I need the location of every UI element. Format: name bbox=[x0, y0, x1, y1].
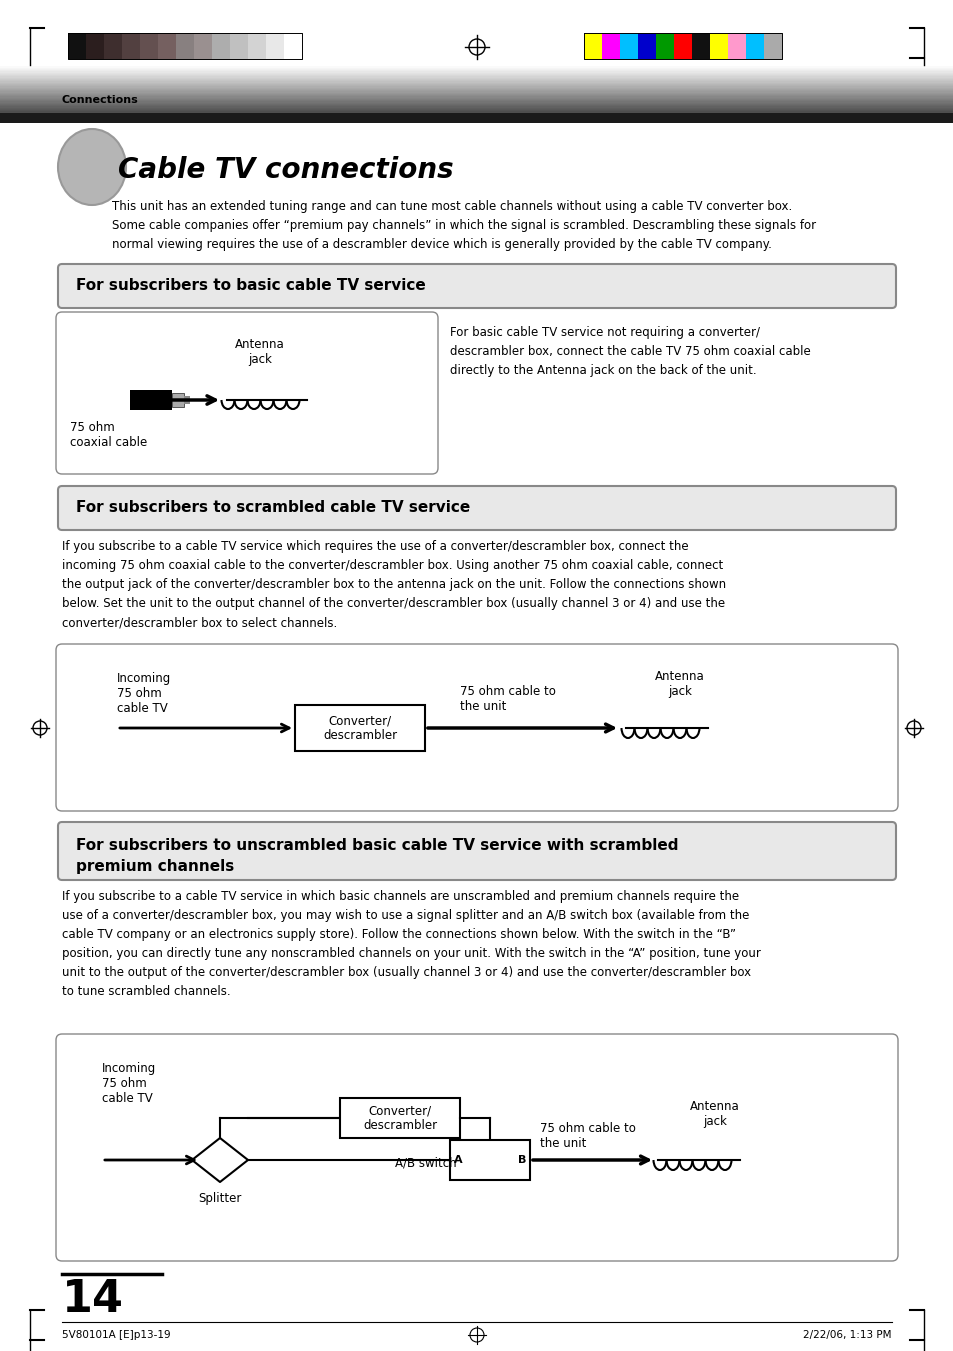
Text: A: A bbox=[454, 1155, 462, 1165]
Ellipse shape bbox=[58, 128, 126, 205]
Text: Converter/
descrambler: Converter/ descrambler bbox=[362, 1104, 436, 1132]
Text: This unit has an extended tuning range and can tune most cable channels without : This unit has an extended tuning range a… bbox=[112, 200, 815, 251]
Bar bbox=[68, 32, 86, 59]
Bar bbox=[230, 32, 248, 59]
Bar bbox=[0, 113, 953, 123]
Bar bbox=[175, 32, 193, 59]
Bar bbox=[104, 32, 122, 59]
FancyBboxPatch shape bbox=[58, 821, 895, 880]
Bar bbox=[266, 32, 284, 59]
Bar bbox=[709, 32, 727, 59]
Bar bbox=[86, 32, 104, 59]
Text: Splitter: Splitter bbox=[198, 1192, 241, 1205]
FancyBboxPatch shape bbox=[56, 1034, 897, 1260]
Bar bbox=[450, 1140, 530, 1179]
Text: 14: 14 bbox=[62, 1278, 124, 1321]
Text: If you subscribe to a cable TV service in which basic channels are unscrambled a: If you subscribe to a cable TV service i… bbox=[62, 890, 760, 998]
Text: For basic cable TV service not requiring a converter/
descrambler box, connect t: For basic cable TV service not requiring… bbox=[450, 326, 810, 377]
Text: Incoming
75 ohm
cable TV: Incoming 75 ohm cable TV bbox=[117, 671, 172, 715]
Bar bbox=[122, 32, 140, 59]
Text: Antenna
jack: Antenna jack bbox=[234, 338, 285, 366]
Text: Antenna
jack: Antenna jack bbox=[655, 670, 704, 698]
Text: 75 ohm cable to
the unit: 75 ohm cable to the unit bbox=[539, 1121, 636, 1150]
Bar bbox=[158, 32, 175, 59]
Text: A/B switch: A/B switch bbox=[395, 1156, 456, 1170]
Text: Cable TV connections: Cable TV connections bbox=[118, 155, 453, 184]
Text: For subscribers to unscrambled basic cable TV service with scrambled
premium cha: For subscribers to unscrambled basic cab… bbox=[76, 838, 678, 874]
FancyBboxPatch shape bbox=[56, 644, 897, 811]
Text: 5V80101A [E]p13-19: 5V80101A [E]p13-19 bbox=[62, 1329, 171, 1340]
Text: Antenna
jack: Antenna jack bbox=[689, 1100, 740, 1128]
Bar bbox=[248, 32, 266, 59]
Bar bbox=[691, 32, 709, 59]
Text: B: B bbox=[517, 1155, 526, 1165]
Text: 2/22/06, 1:13 PM: 2/22/06, 1:13 PM bbox=[802, 1329, 891, 1340]
Bar bbox=[184, 396, 190, 404]
Text: 75 ohm
coaxial cable: 75 ohm coaxial cable bbox=[70, 422, 147, 449]
Bar bbox=[727, 32, 745, 59]
Bar bbox=[763, 32, 781, 59]
Bar bbox=[130, 390, 172, 409]
Text: For subscribers to basic cable TV service: For subscribers to basic cable TV servic… bbox=[76, 278, 425, 293]
Bar bbox=[284, 32, 302, 59]
Bar bbox=[339, 1098, 459, 1138]
Bar bbox=[212, 32, 230, 59]
Bar bbox=[745, 32, 763, 59]
FancyBboxPatch shape bbox=[58, 263, 895, 308]
FancyBboxPatch shape bbox=[58, 486, 895, 530]
Text: For subscribers to scrambled cable TV service: For subscribers to scrambled cable TV se… bbox=[76, 500, 470, 516]
FancyBboxPatch shape bbox=[56, 312, 437, 474]
Text: Converter/
descrambler: Converter/ descrambler bbox=[323, 713, 396, 742]
Bar bbox=[656, 32, 673, 59]
Bar bbox=[601, 32, 619, 59]
Text: Incoming
75 ohm
cable TV: Incoming 75 ohm cable TV bbox=[102, 1062, 156, 1105]
Bar bbox=[172, 393, 184, 407]
Bar bbox=[294, 705, 424, 751]
Bar bbox=[583, 32, 601, 59]
Bar bbox=[193, 32, 212, 59]
Bar bbox=[638, 32, 656, 59]
Bar bbox=[619, 32, 638, 59]
Text: If you subscribe to a cable TV service which requires the use of a converter/des: If you subscribe to a cable TV service w… bbox=[62, 540, 725, 630]
Bar bbox=[673, 32, 691, 59]
Bar bbox=[140, 32, 158, 59]
Text: 75 ohm cable to
the unit: 75 ohm cable to the unit bbox=[459, 685, 556, 713]
Text: Connections: Connections bbox=[62, 95, 138, 105]
